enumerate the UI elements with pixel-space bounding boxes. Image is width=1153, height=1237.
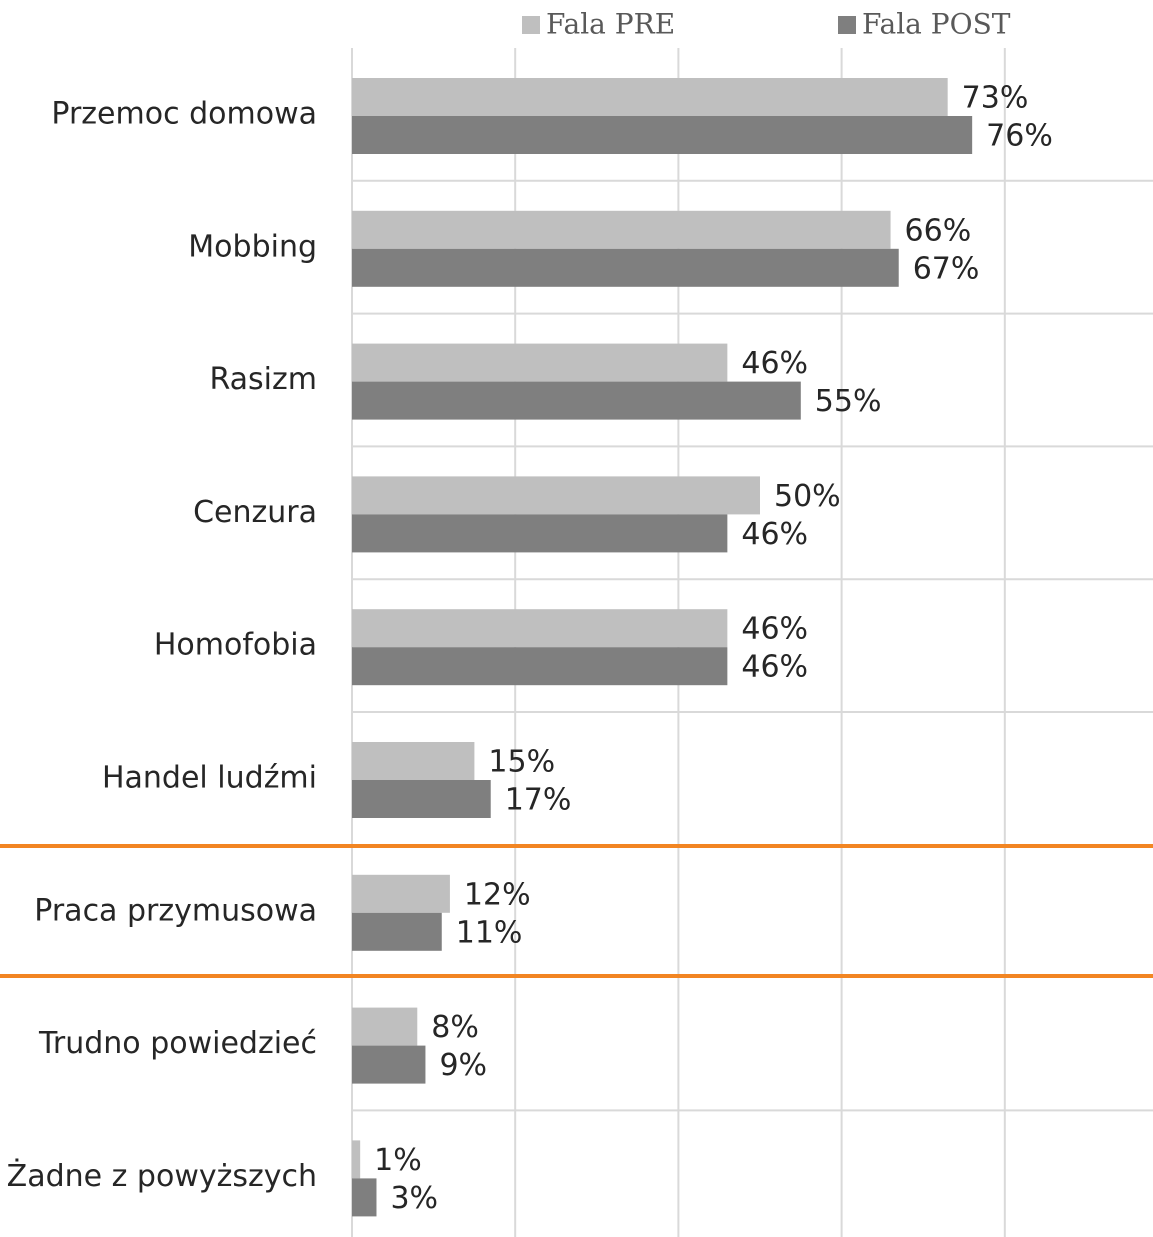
bar xyxy=(352,1140,361,1179)
bar xyxy=(352,874,450,913)
category-label: Homofobia xyxy=(154,628,317,663)
bar xyxy=(352,210,891,249)
category-label: Przemoc domowa xyxy=(51,97,317,132)
category-label: Trudno powiedzieć xyxy=(38,1026,317,1061)
value-label: 1% xyxy=(374,1143,422,1178)
category-label: Handel ludźmi xyxy=(102,761,317,796)
bar xyxy=(352,381,801,420)
value-label: 17% xyxy=(505,783,572,818)
value-label: 12% xyxy=(464,877,531,912)
value-label: 15% xyxy=(488,745,555,780)
value-label: 8% xyxy=(431,1010,479,1045)
value-label: 66% xyxy=(905,213,972,248)
value-label: 46% xyxy=(741,612,808,647)
bar xyxy=(352,742,475,780)
value-label: 46% xyxy=(741,517,808,552)
category-label: Mobbing xyxy=(188,229,317,264)
bar xyxy=(352,912,442,951)
category-label: Rasizm xyxy=(209,362,317,397)
value-label: 3% xyxy=(390,1181,438,1216)
legend-swatch xyxy=(522,16,540,34)
value-label: 46% xyxy=(741,346,808,381)
bar xyxy=(352,609,728,648)
bar xyxy=(352,780,491,818)
bar xyxy=(352,1045,426,1084)
bar xyxy=(352,647,728,686)
legend-label: Fala PRE xyxy=(546,8,675,41)
legend-swatch xyxy=(838,16,856,34)
value-label: 11% xyxy=(456,915,523,950)
category-label: Cenzura xyxy=(193,495,317,530)
bar xyxy=(352,78,948,116)
category-label: Praca przymusowa xyxy=(34,893,317,928)
value-label: 73% xyxy=(962,81,1029,116)
bar xyxy=(352,1007,418,1046)
value-label: 55% xyxy=(815,384,882,419)
bar xyxy=(352,514,728,553)
bar xyxy=(352,476,760,515)
value-label: 76% xyxy=(986,119,1053,154)
bar xyxy=(352,343,728,382)
value-label: 50% xyxy=(774,479,841,514)
bar xyxy=(352,1178,377,1217)
bar xyxy=(352,116,973,154)
value-label: 9% xyxy=(439,1048,487,1083)
legend-label: Fala POST xyxy=(862,8,1011,41)
value-label: 67% xyxy=(913,251,980,286)
bar xyxy=(352,248,899,287)
category-label: Żadne z powyższych xyxy=(7,1158,317,1194)
value-label: 46% xyxy=(741,650,808,685)
